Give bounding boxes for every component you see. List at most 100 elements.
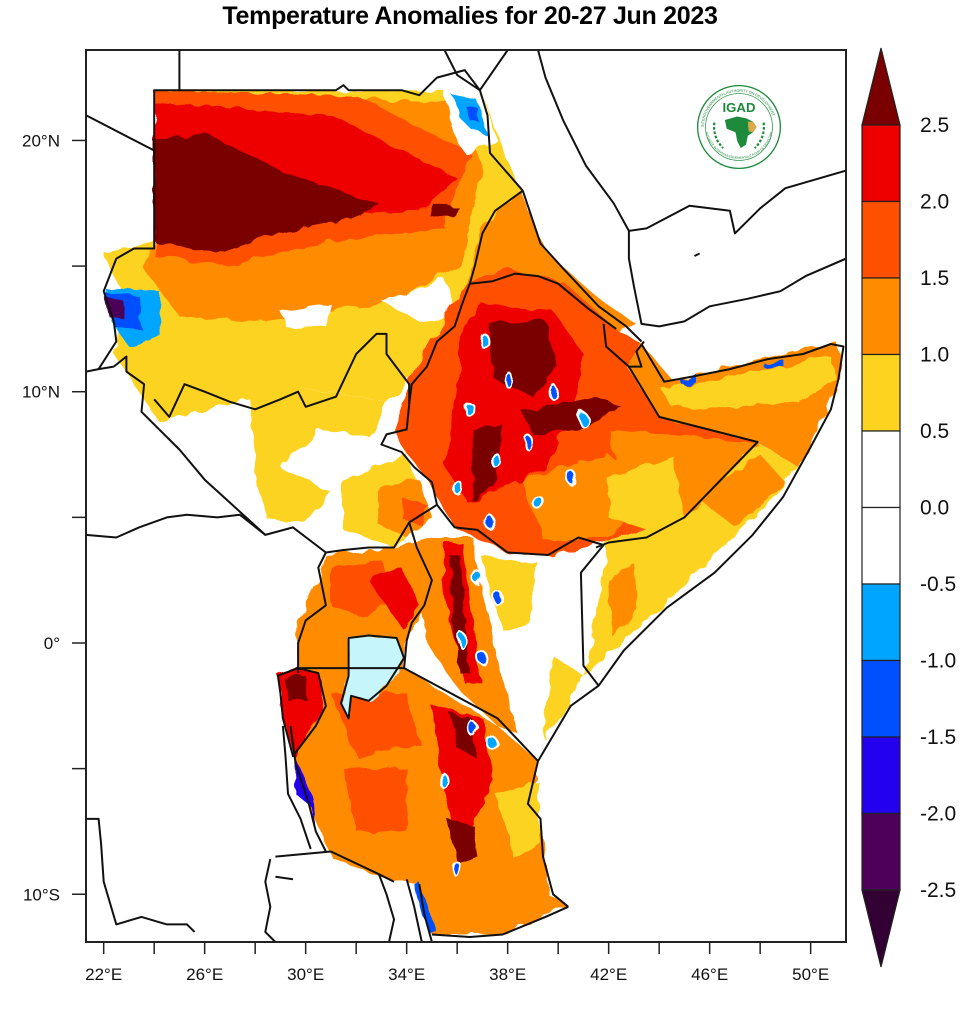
- colorbar-label: -2.5: [920, 879, 956, 902]
- colorbar-bin: [861, 659, 901, 738]
- field-ethiopia-darkred2: [522, 396, 622, 435]
- sudan-car-border: [113, 355, 160, 431]
- laurel-icon: [713, 122, 765, 149]
- eritrea-ethiopia-border: [469, 272, 617, 330]
- field-tanzania-darkred2: [447, 818, 478, 865]
- field-nyasa-edge-blue: [414, 881, 435, 935]
- cool-spot: [492, 589, 503, 606]
- egypt-redsea-coast: [443, 50, 481, 92]
- field-sudan-darkred: [154, 132, 382, 254]
- colorbar-bin: [861, 812, 901, 891]
- horn-of-africa-icon: [747, 121, 757, 133]
- field-darfur-purple: [103, 296, 124, 319]
- field-sudan-darkred-spot: [429, 203, 460, 219]
- lake-victoria-shore: [340, 634, 406, 720]
- cool-spot: [490, 451, 501, 468]
- colorbar-label: -1.0: [920, 650, 956, 673]
- x-tick-label: 34°E: [388, 965, 425, 984]
- field-sudan-white2: [280, 303, 331, 329]
- field-redsea-blue2: [464, 105, 480, 123]
- colorbar-label: 0.0: [920, 497, 949, 520]
- ethiopia-somalia-border: [595, 366, 759, 549]
- x-tick-label: 26°E: [186, 965, 223, 984]
- x-axis: 22°E 26°E 30°E 34°E 38°E 42°E 46°E 50°E: [85, 942, 829, 984]
- cool-spot: [548, 383, 559, 400]
- colorbar-top-arrow: [861, 47, 901, 126]
- libya-chad-border: [86, 114, 155, 152]
- colorbar-label: -1.5: [920, 726, 956, 749]
- cool-spot: [487, 735, 498, 752]
- colorbar-bin: [861, 277, 901, 356]
- colorbar-label: 0.5: [920, 420, 949, 443]
- tanzania-zambia-border: [275, 850, 395, 883]
- field-southsudan-yellow: [250, 386, 387, 523]
- y-tick-label: 20°N: [22, 131, 60, 150]
- colorbar-label: 1.5: [920, 267, 949, 290]
- southsudan-car-drc-border: [158, 428, 438, 554]
- colorbar-bin: [861, 353, 901, 432]
- lake-nyasa: [405, 878, 423, 942]
- colorbar-bin: [861, 200, 901, 279]
- kenya-tanzania-border: [403, 667, 539, 762]
- field-tanzania-redorange1: [330, 693, 420, 757]
- arabia-coast: [537, 50, 846, 328]
- cool-spot: [467, 720, 478, 737]
- colorbar-bin: [861, 506, 901, 585]
- x-tick-label: 38°E: [489, 965, 526, 984]
- car-drc-border: [86, 513, 266, 539]
- y-axis: 20°N 10°N 0° 10°S: [22, 131, 86, 904]
- field-kenya-coast-yellow: [543, 655, 584, 739]
- colorbar-bin: [861, 736, 901, 815]
- lake-victoria: [341, 635, 405, 719]
- field-uganda-red: [368, 567, 420, 628]
- kenya-ethiopia-border: [436, 504, 604, 556]
- igad-logo: IGAD INTERGOVERNMENTAL AUTHORITY ON DEVE…: [695, 83, 782, 170]
- colorbar-label: -2.0: [920, 803, 956, 826]
- sudan-redsea-coast: [478, 89, 524, 192]
- uganda-kenya-border: [403, 522, 433, 669]
- cool-spot: [472, 569, 483, 586]
- colorbar-label: 1.0: [920, 344, 949, 367]
- field-somalia-orange1: [697, 454, 786, 528]
- x-tick-label: 22°E: [85, 965, 122, 984]
- y-tick-label: 10°N: [22, 383, 60, 402]
- map-field: [86, 50, 846, 942]
- zambia-drc-east: [264, 858, 277, 942]
- sudan-ethiopia-border: [408, 189, 524, 405]
- field-rwanda-dark: [285, 675, 306, 701]
- cool-spot: [532, 494, 543, 511]
- yemen-island: [694, 252, 701, 257]
- cool-spot: [464, 401, 475, 418]
- x-tick-label: 50°E: [792, 965, 829, 984]
- lake-nyasa-east: [418, 884, 433, 942]
- lake-tanganyika-west: [281, 725, 312, 850]
- saudi-yemen-border: [628, 169, 846, 235]
- field-somalia-orange2: [608, 562, 639, 636]
- cool-spot: [457, 632, 468, 649]
- plot-frame: [85, 49, 847, 943]
- zambia-drc-south: [275, 875, 294, 881]
- colorbar: 2.5 2.0 1.5 1.0 0.5 0.0 -0.5 -1.0 -1.5 -2.0 -2.5: [861, 47, 956, 968]
- field-sudan-white1: [381, 278, 458, 322]
- logo-text: IGAD: [723, 100, 756, 115]
- sudan-southsudan-border: [153, 332, 411, 418]
- field-southsudan-se-red: [401, 497, 427, 525]
- cool-spot: [522, 433, 533, 450]
- field-ogaden-yellow: [608, 454, 685, 530]
- sudan-chad-border: [97, 150, 156, 370]
- cool-spot: [479, 333, 490, 350]
- cool-spot: [578, 411, 589, 428]
- rwanda-border: [276, 667, 327, 758]
- southsudan-ethiopia-border: [380, 404, 438, 506]
- lake-tanganyika-east: [289, 725, 327, 852]
- eritrea-coast: [521, 190, 643, 343]
- chart-title: Temperature Anomalies for 20-27 Jun 2023: [222, 2, 718, 30]
- y-tick-label: 10°S: [23, 885, 60, 904]
- malawi-zambia-border: [377, 873, 395, 942]
- field-somalia-coast-white: [664, 499, 778, 608]
- egypt-sudan-east: [479, 50, 509, 91]
- chad-car-border: [86, 365, 114, 373]
- colorbar-bin: [861, 583, 901, 662]
- cool-spot: [439, 773, 450, 790]
